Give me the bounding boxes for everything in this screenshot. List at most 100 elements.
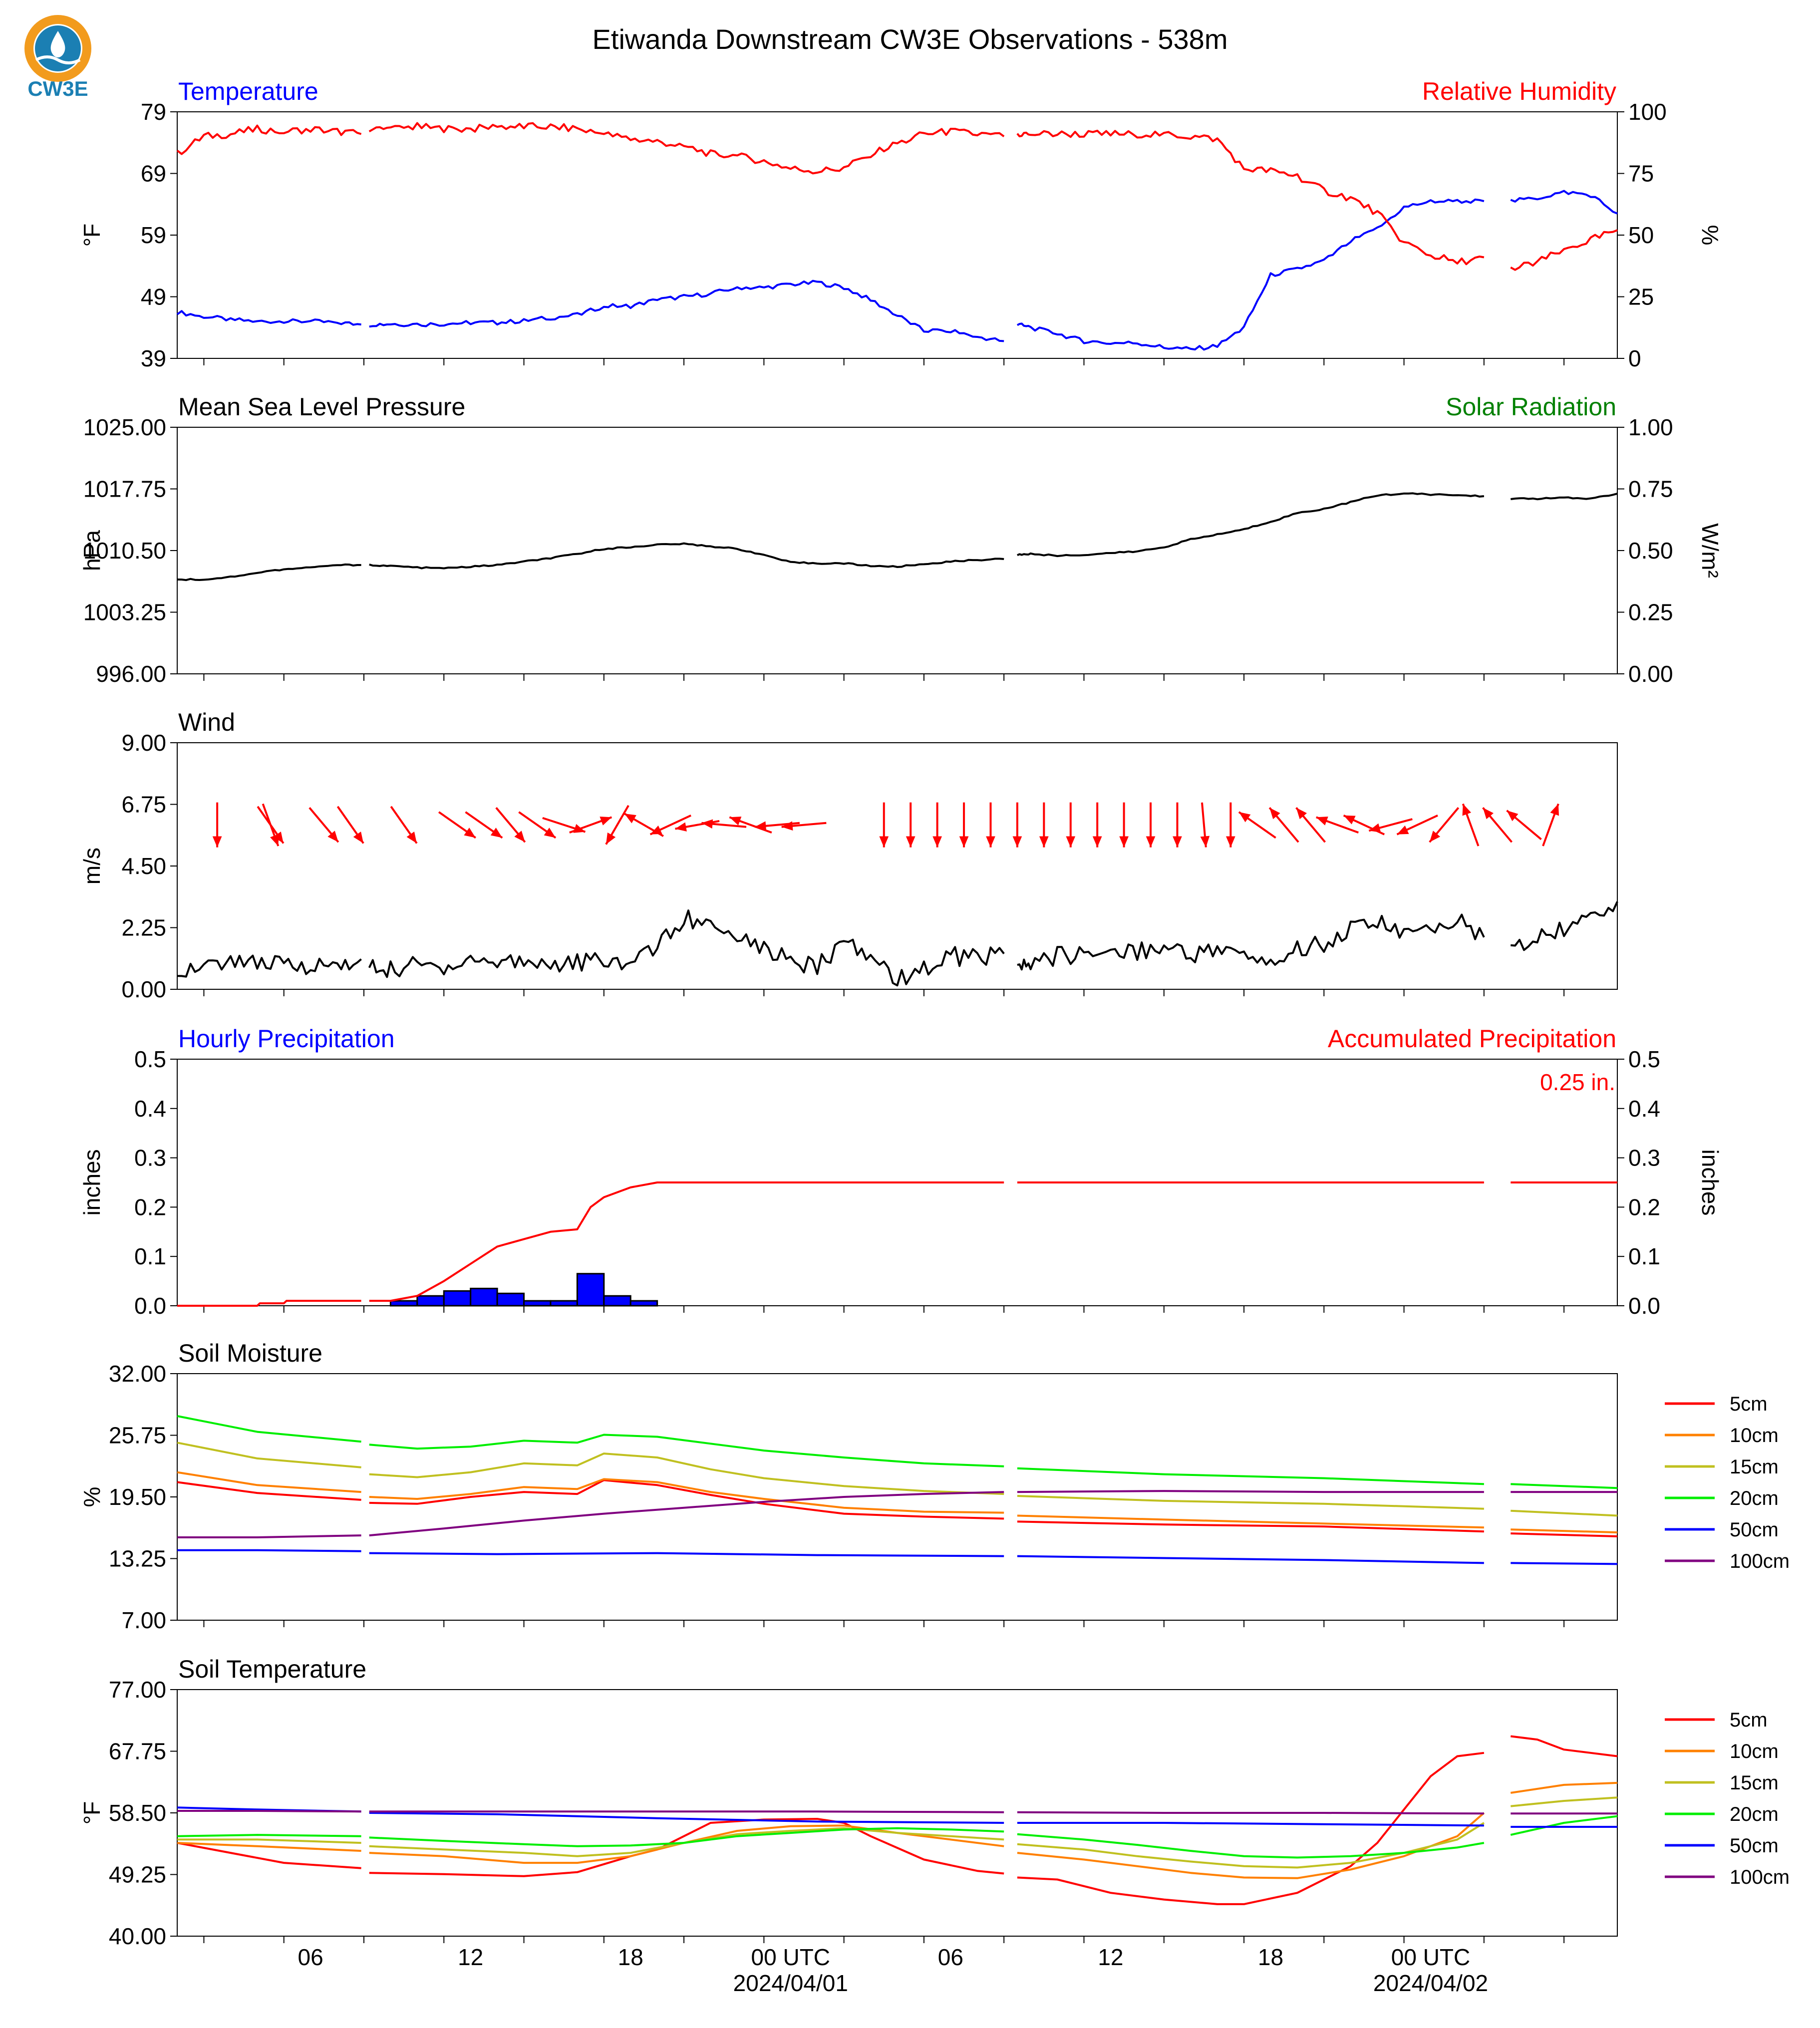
wind-arrow-head	[755, 821, 767, 831]
y-tick-label: 1025.00	[83, 414, 166, 440]
panel-title-left: Soil Moisture	[178, 1339, 322, 1367]
panel-title-left: Soil Temperature	[178, 1655, 366, 1683]
wind-arrow-head	[1146, 836, 1156, 848]
y-tick-label-right: 0.00	[1628, 661, 1673, 687]
wind-arrow-head	[1200, 836, 1210, 848]
panel-title-left: Mean Sea Level Pressure	[178, 393, 465, 421]
wind-arrow-head	[1269, 808, 1280, 820]
y-tick-label-right: 0.0	[1628, 1293, 1660, 1319]
y-tick-label: 0.5	[134, 1046, 166, 1072]
y-axis-label-right: %	[1697, 225, 1723, 246]
y-axis-label: hPa	[79, 530, 105, 571]
y-tick-label: 19.50	[109, 1484, 166, 1510]
wind-arrow-head	[1507, 810, 1518, 822]
panel-title-right: Relative Humidity	[1422, 77, 1616, 105]
y-tick-label-right: 0.75	[1628, 476, 1673, 502]
wind-arrow-head	[959, 836, 969, 848]
legend-label: 10cm	[1730, 1740, 1779, 1762]
y-tick-label: 7.00	[121, 1607, 166, 1633]
y-axis-label: %	[79, 1487, 105, 1507]
wind-arrow-head	[729, 817, 742, 826]
series-line-50cm	[177, 1549, 1618, 1565]
y-tick-label-right: 1.00	[1628, 414, 1673, 440]
legend-label: 20cm	[1730, 1803, 1779, 1825]
y-tick-label-right: 75	[1628, 161, 1654, 187]
series-line-accumulated	[177, 1181, 1617, 1307]
y-axis-label: m/s	[79, 848, 105, 884]
y-tick-label: 32.00	[109, 1361, 166, 1387]
y-tick-label-right: 0.4	[1628, 1096, 1660, 1122]
wind-arrow-head	[1225, 836, 1235, 848]
series-line-50cm	[177, 1806, 1617, 1828]
y-tick-label: 25.75	[109, 1423, 166, 1449]
x-tick-label: 06	[298, 1944, 323, 1970]
legend-label: 20cm	[1730, 1487, 1779, 1509]
wind-arrow-head	[490, 828, 503, 838]
y-tick-label: 39	[141, 345, 166, 371]
series-line-10cm	[177, 1781, 1618, 1879]
plot-frame	[177, 111, 1618, 359]
series-line-wind	[177, 901, 1618, 987]
y-tick-label: 0.3	[134, 1145, 166, 1171]
y-tick-label: 69	[141, 161, 166, 187]
series-line-20cm	[177, 1415, 1618, 1489]
y-tick-label: 4.50	[121, 853, 166, 879]
legend-label: 15cm	[1730, 1772, 1779, 1794]
y-tick-label-right: 0.25	[1628, 599, 1673, 625]
y-tick-label-right: 100	[1628, 99, 1667, 125]
wind-arrow-head	[932, 836, 942, 848]
panel-temperature-humidity: 79 69 59 49 39 100 75 50 25 0 Temperature Relative …	[79, 77, 1723, 371]
date-label: 2024/04/01	[733, 1970, 848, 1996]
y-tick-label-right: 0	[1628, 345, 1641, 371]
wind-arrow-head	[1343, 815, 1356, 825]
wind-arrow-head	[600, 817, 612, 826]
x-tick-label: 18	[1258, 1944, 1283, 1970]
series-line-5cm	[177, 1479, 1618, 1537]
panel-title-left: Hourly Precipitation	[178, 1025, 395, 1053]
legend-label: 50cm	[1730, 1519, 1779, 1541]
wind-arrow-head	[273, 832, 284, 844]
logo-text: CW3E	[27, 77, 88, 100]
x-tick-label: 18	[618, 1944, 643, 1970]
legend-label: 10cm	[1730, 1425, 1779, 1447]
panel-wind: 9.00 6.75 4.50 2.25 0.00 Wind m/s	[79, 708, 1618, 1002]
y-tick-label: 67.75	[109, 1738, 166, 1764]
wind-arrow-head	[353, 832, 364, 844]
y-tick-label: 0.1	[134, 1243, 166, 1269]
wind-arrow-head	[1397, 825, 1409, 835]
logo-wave-icon	[35, 55, 81, 64]
y-axis-label-right: inches	[1697, 1150, 1723, 1216]
y-tick-label: 1017.75	[83, 476, 166, 502]
series-line-20cm	[177, 1815, 1618, 1859]
legend-label: 5cm	[1730, 1393, 1768, 1415]
figure-title: Etiwanda Downstream CW3E Observations - …	[593, 23, 1228, 55]
precip-bar	[629, 1300, 658, 1307]
y-axis-label: °F	[79, 1801, 105, 1825]
precip-bar	[443, 1290, 472, 1307]
wind-arrow-head	[781, 821, 793, 831]
y-tick-label-right: 25	[1628, 284, 1654, 310]
y-tick-label-right: 0.5	[1628, 1046, 1660, 1072]
series-line-10cm	[177, 1471, 1618, 1534]
y-tick-label: 13.25	[109, 1546, 166, 1572]
precip-bar	[389, 1300, 418, 1307]
panel-title-left: Temperature	[178, 77, 318, 105]
wind-arrow-head	[1173, 836, 1182, 848]
precip-bar	[470, 1287, 498, 1307]
x-tick-label: 00 UTC	[751, 1944, 830, 1970]
panels: 79 69 59 49 39 100 75 50 25 0 Temperature Relative …	[79, 77, 1790, 1996]
wind-arrow-head	[1429, 831, 1441, 843]
precip-bar	[416, 1295, 445, 1307]
y-tick-label: 49	[141, 284, 166, 310]
y-tick-label: 0.00	[121, 976, 166, 1002]
date-label: 2024/04/02	[1373, 1970, 1488, 1996]
x-tick-label: 12	[458, 1944, 483, 1970]
panel-title-left: Wind	[178, 708, 235, 736]
legend-label: 15cm	[1730, 1456, 1779, 1478]
legend-label: 100cm	[1730, 1866, 1790, 1888]
y-tick-label-right: 0.50	[1628, 538, 1673, 564]
wind-arrow-head	[1039, 836, 1049, 848]
y-tick-label: 40.00	[109, 1923, 166, 1949]
series-line-15cm	[177, 1442, 1618, 1517]
legend-label: 5cm	[1730, 1709, 1768, 1731]
